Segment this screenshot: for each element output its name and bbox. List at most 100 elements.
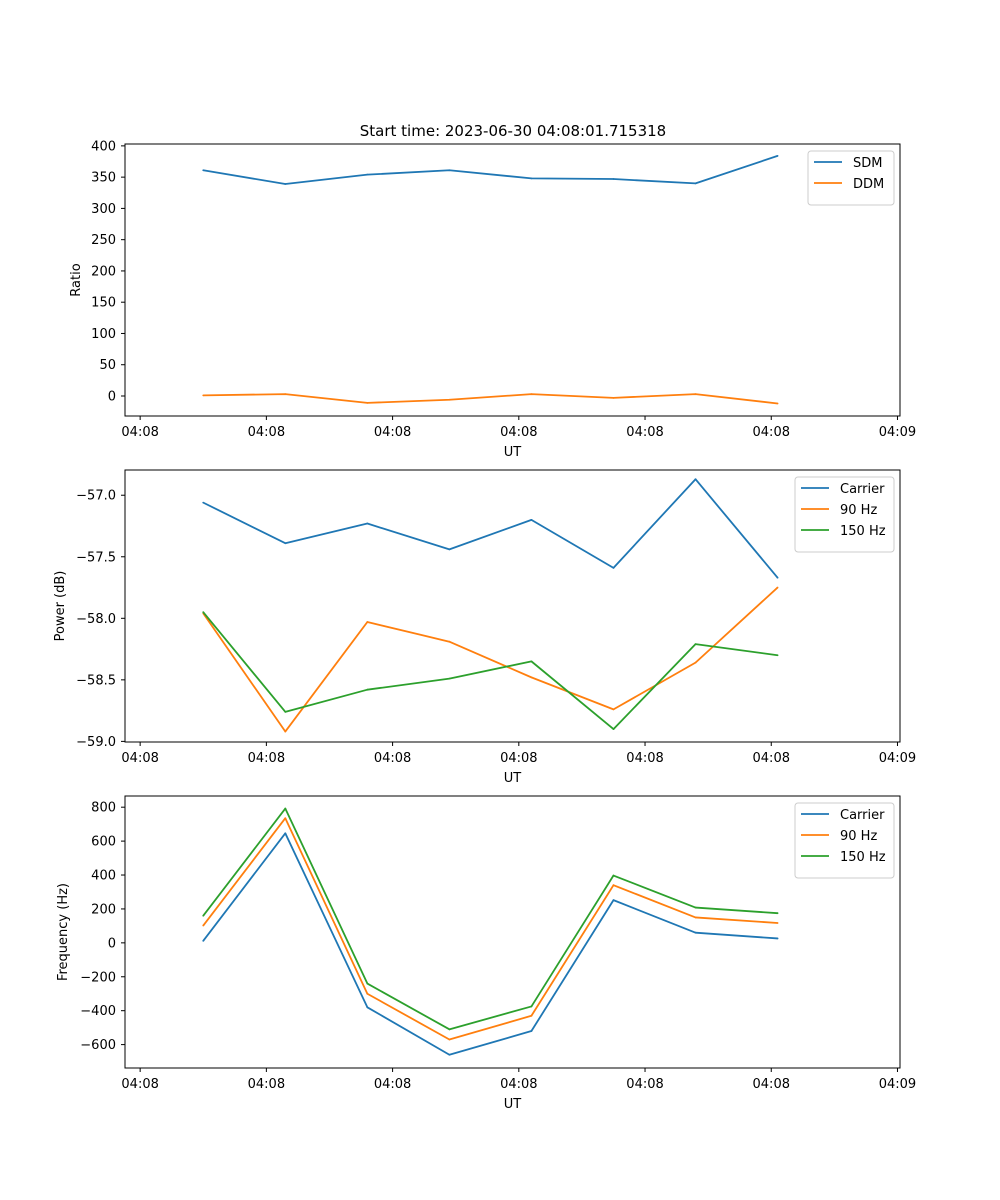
data-point — [776, 922, 779, 924]
series-line-sdm — [203, 155, 778, 185]
x-tick-label: 04:08 — [248, 751, 285, 766]
data-point — [366, 1006, 369, 1009]
y-tick-label: 200 — [91, 264, 116, 279]
x-tick-label: 04:08 — [121, 1077, 158, 1092]
series-line-ddm — [203, 393, 778, 405]
data-point — [776, 937, 779, 940]
data-point — [448, 1038, 451, 1041]
data-point — [612, 728, 615, 730]
data-point — [448, 169, 451, 172]
y-tick-label: −58.5 — [76, 673, 116, 688]
data-point — [284, 817, 287, 820]
y-tick-label: 350 — [91, 171, 116, 186]
data-point — [694, 182, 697, 185]
data-point — [366, 621, 369, 623]
y-tick-label: 400 — [91, 139, 116, 154]
data-point — [448, 1053, 451, 1056]
x-tick-label: 04:08 — [248, 1077, 285, 1092]
y-tick-label: −200 — [80, 970, 116, 985]
data-point — [366, 992, 369, 995]
data-point — [776, 586, 779, 589]
x-tick-label: 04:08 — [121, 425, 158, 440]
series-line-150-hz — [202, 611, 778, 730]
x-tick-label: 04:08 — [500, 751, 537, 766]
subplot-3: 04:08 04:08 04:08 04:08 04:08 04:08 04:09 −600 −… — [56, 795, 916, 1112]
data-point — [530, 1014, 533, 1017]
data-point — [612, 874, 615, 877]
data-point — [448, 398, 451, 401]
x-tick-label: 04:08 — [374, 751, 411, 766]
data-point — [448, 677, 451, 680]
x-tick-label: 04:08 — [753, 425, 790, 440]
y-axis-label: Ratio — [69, 263, 84, 296]
data-point — [694, 931, 697, 934]
y-tick-label: −400 — [80, 1004, 116, 1019]
y-tick-label: 100 — [91, 327, 116, 342]
series-line-carrier — [202, 478, 779, 579]
data-point — [284, 183, 287, 185]
legend: Carrier 90 Hz 150 Hz — [794, 802, 895, 879]
y-tick-label: 0 — [108, 389, 116, 404]
subplot-2: 04:08 04:08 04:08 04:08 04:08 04:08 04:09 −59.0… — [53, 469, 916, 786]
series-line-150-hz — [202, 807, 778, 1031]
y-tick-label: −57.5 — [76, 550, 116, 565]
axes-frame — [124, 795, 901, 1069]
x-axis-label: UT — [504, 1097, 522, 1112]
data-point — [694, 478, 697, 481]
legend-label: DDM — [853, 177, 884, 192]
data-point — [284, 710, 287, 713]
data-point — [612, 178, 615, 180]
y-tick-label: 300 — [91, 202, 116, 217]
data-point — [694, 393, 697, 396]
y-tick-label: 600 — [91, 835, 116, 850]
data-point — [202, 169, 205, 172]
data-point — [530, 518, 533, 521]
x-tick-label: 04:08 — [248, 425, 285, 440]
x-tick-label: 04:08 — [626, 1077, 663, 1092]
legend-label: SDM — [853, 156, 882, 171]
data-point — [776, 576, 779, 579]
data-point — [694, 661, 697, 664]
legend-label: 150 Hz — [840, 524, 886, 539]
data-point — [284, 807, 287, 810]
data-point — [612, 566, 615, 569]
y-tick-label: 200 — [91, 902, 116, 917]
data-point — [694, 906, 697, 909]
y-axis-label: Frequency (Hz) — [56, 883, 71, 981]
legend-label: 90 Hz — [840, 829, 877, 844]
data-point — [694, 643, 697, 646]
x-tick-label: 04:08 — [753, 1077, 790, 1092]
data-point — [284, 730, 287, 733]
y-axis-label: Power (dB) — [53, 571, 68, 642]
data-point — [612, 884, 615, 887]
data-point — [284, 542, 287, 545]
x-tick-label: 04:09 — [879, 425, 916, 440]
data-point — [612, 899, 615, 902]
x-tick-label: 04:08 — [626, 425, 663, 440]
x-tick-label: 04:09 — [879, 751, 916, 766]
data-point — [202, 914, 205, 917]
series-line-carrier — [202, 832, 778, 1056]
subplot-1: 04:08 04:08 04:08 04:08 04:08 04:08 04:09 0 50 10… — [69, 139, 916, 460]
data-point — [202, 611, 205, 614]
x-tick-label: 04:08 — [500, 1077, 537, 1092]
y-tick-label: 0 — [108, 936, 116, 951]
x-tick-label: 04:08 — [626, 751, 663, 766]
y-tick-label: 250 — [91, 233, 116, 248]
data-point — [366, 173, 369, 176]
y-tick-label: 800 — [91, 801, 116, 816]
data-point — [530, 1005, 533, 1008]
panels: 04:08 04:08 04:08 04:08 04:08 04:08 04:09 0 50 10… — [53, 139, 916, 1112]
legend-label: Carrier — [840, 482, 885, 497]
data-point — [530, 393, 533, 396]
data-point — [448, 548, 451, 551]
x-tick-label: 04:08 — [753, 751, 790, 766]
data-point — [366, 401, 369, 404]
data-point — [448, 1028, 451, 1031]
legend-label: 90 Hz — [840, 503, 877, 518]
y-tick-label: −57.0 — [76, 489, 116, 504]
x-axis-label: UT — [504, 445, 522, 460]
x-tick-label: 04:09 — [879, 1077, 916, 1092]
axes-frame — [124, 469, 901, 743]
